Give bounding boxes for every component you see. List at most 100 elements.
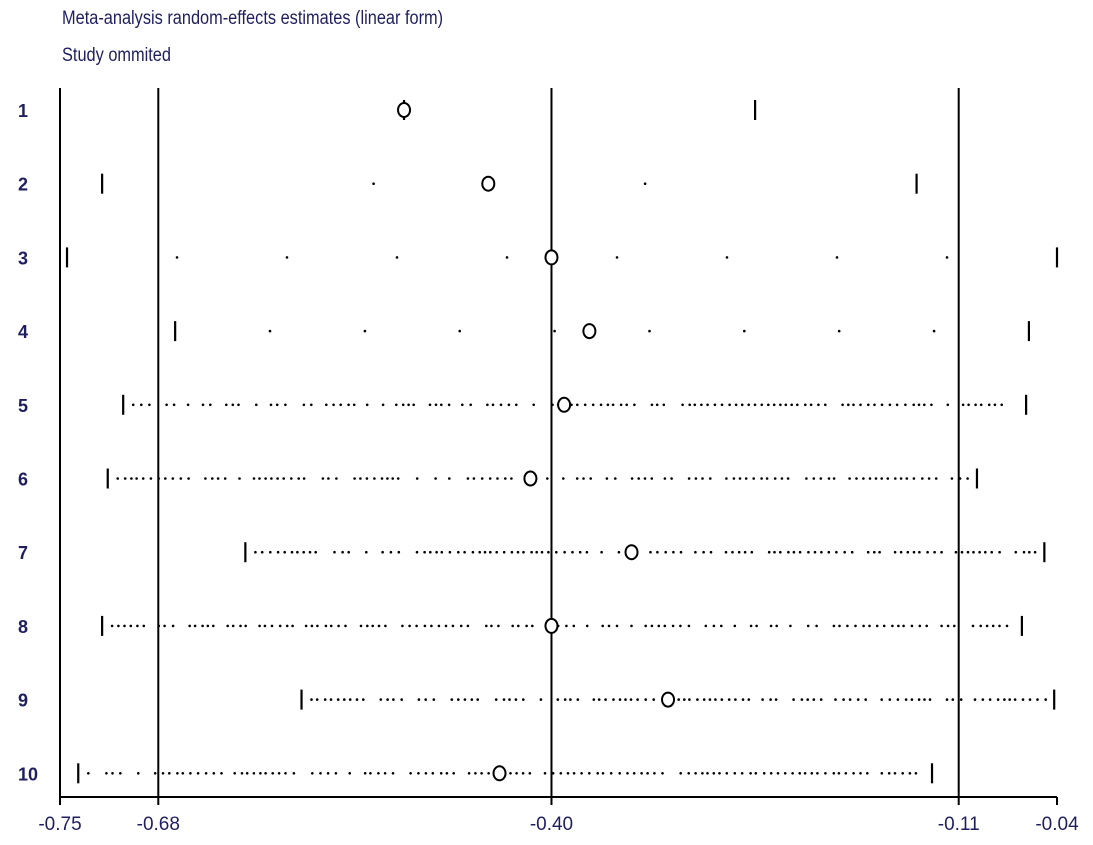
ci-dot xyxy=(521,772,525,775)
ci-dot xyxy=(893,550,897,554)
estimate-marker xyxy=(557,396,572,413)
ci-dot xyxy=(760,403,764,407)
ci-dot xyxy=(600,550,603,554)
ci-dot xyxy=(725,477,728,480)
ci-dot xyxy=(355,698,359,701)
ci-dot xyxy=(932,329,936,333)
ci-dot xyxy=(212,624,215,628)
ci-dot xyxy=(819,698,823,701)
ci-dot xyxy=(958,477,962,480)
ci-dot xyxy=(832,772,836,775)
ci-dot xyxy=(476,698,480,701)
ci-dot xyxy=(316,624,319,628)
ci-dot xyxy=(392,698,395,701)
ci-dot xyxy=(408,624,411,628)
ci-dot xyxy=(596,772,599,775)
ci-dot xyxy=(371,624,375,628)
ci-dot xyxy=(927,477,931,480)
ci-dot xyxy=(348,772,352,775)
ci-dot xyxy=(451,624,455,628)
ci-dot xyxy=(463,698,467,701)
ci-dot xyxy=(470,698,474,701)
ci-dot xyxy=(148,403,151,407)
ci-dot xyxy=(790,403,793,407)
ci-dot xyxy=(891,624,894,628)
ci-dot xyxy=(779,403,782,407)
ci-dot xyxy=(837,772,841,775)
ci-dot xyxy=(201,624,204,628)
ci-dot xyxy=(505,256,509,259)
ci-dot xyxy=(329,624,333,628)
ci-dot xyxy=(709,550,713,554)
ci-dot xyxy=(326,772,330,775)
ci-dot xyxy=(852,772,855,775)
ci-dot xyxy=(780,477,784,480)
ci-dot xyxy=(583,403,587,407)
ci-dot xyxy=(448,477,451,480)
ci-dot xyxy=(910,698,914,701)
ci-dot xyxy=(181,772,185,775)
ci-dot xyxy=(226,624,229,628)
ci-dot xyxy=(278,624,282,628)
ci-dot xyxy=(478,550,482,554)
ci-dot xyxy=(201,403,205,407)
ci-dot xyxy=(337,624,340,628)
ci-dot xyxy=(332,403,335,407)
ci-dot xyxy=(873,550,876,554)
ci-dot xyxy=(343,698,346,701)
ci-dot xyxy=(985,624,989,628)
ci-dot xyxy=(868,624,871,628)
ci-dot xyxy=(827,550,831,554)
ci-dot xyxy=(796,403,799,407)
ci-dot xyxy=(908,772,912,775)
ci-dot xyxy=(585,550,589,554)
ci-dot xyxy=(662,403,666,407)
ci-dot xyxy=(386,477,389,480)
ci-dot xyxy=(304,624,308,628)
ci-dot xyxy=(87,772,90,775)
ci-dot xyxy=(589,477,592,480)
ci-dot xyxy=(953,624,956,628)
ci-dot xyxy=(563,550,566,554)
ci-dot xyxy=(653,772,656,775)
ci-dot xyxy=(765,477,769,480)
ci-dot xyxy=(483,550,487,554)
ci-dot xyxy=(510,550,514,554)
ci-dot xyxy=(841,403,844,407)
ci-dot xyxy=(609,772,613,775)
ci-dot xyxy=(679,550,683,554)
ci-dot xyxy=(599,403,603,407)
ci-dot xyxy=(510,477,513,480)
ci-dot xyxy=(650,624,654,628)
ci-dot xyxy=(575,477,579,480)
ci-dot xyxy=(223,477,227,480)
ci-dot xyxy=(310,624,314,628)
ci-dot xyxy=(415,550,419,554)
ci-dot xyxy=(489,550,492,554)
ci-dot xyxy=(789,624,792,628)
ci-dot xyxy=(734,403,738,407)
ci-dot xyxy=(264,477,267,480)
ci-dot xyxy=(597,698,601,701)
ci-dot xyxy=(275,403,279,407)
ci-dot xyxy=(556,698,560,701)
ci-dot xyxy=(824,403,827,407)
ci-dot xyxy=(347,550,351,554)
ci-dot xyxy=(231,624,235,628)
estimate-marker xyxy=(481,175,496,192)
ci-dot xyxy=(774,698,778,701)
ci-dot xyxy=(961,403,965,407)
ci-dot xyxy=(728,403,731,407)
ci-dot xyxy=(233,772,236,775)
ci-dot xyxy=(539,698,543,701)
ci-dot xyxy=(837,329,841,333)
ci-dot xyxy=(290,550,294,554)
ci-dot xyxy=(165,403,168,407)
ci-dot xyxy=(311,772,314,775)
ci-dot xyxy=(672,550,675,554)
ci-dot xyxy=(882,624,886,628)
ci-dot xyxy=(888,403,892,407)
ci-dot xyxy=(284,772,287,775)
ci-dot xyxy=(844,772,848,775)
ci-dot xyxy=(258,624,261,628)
